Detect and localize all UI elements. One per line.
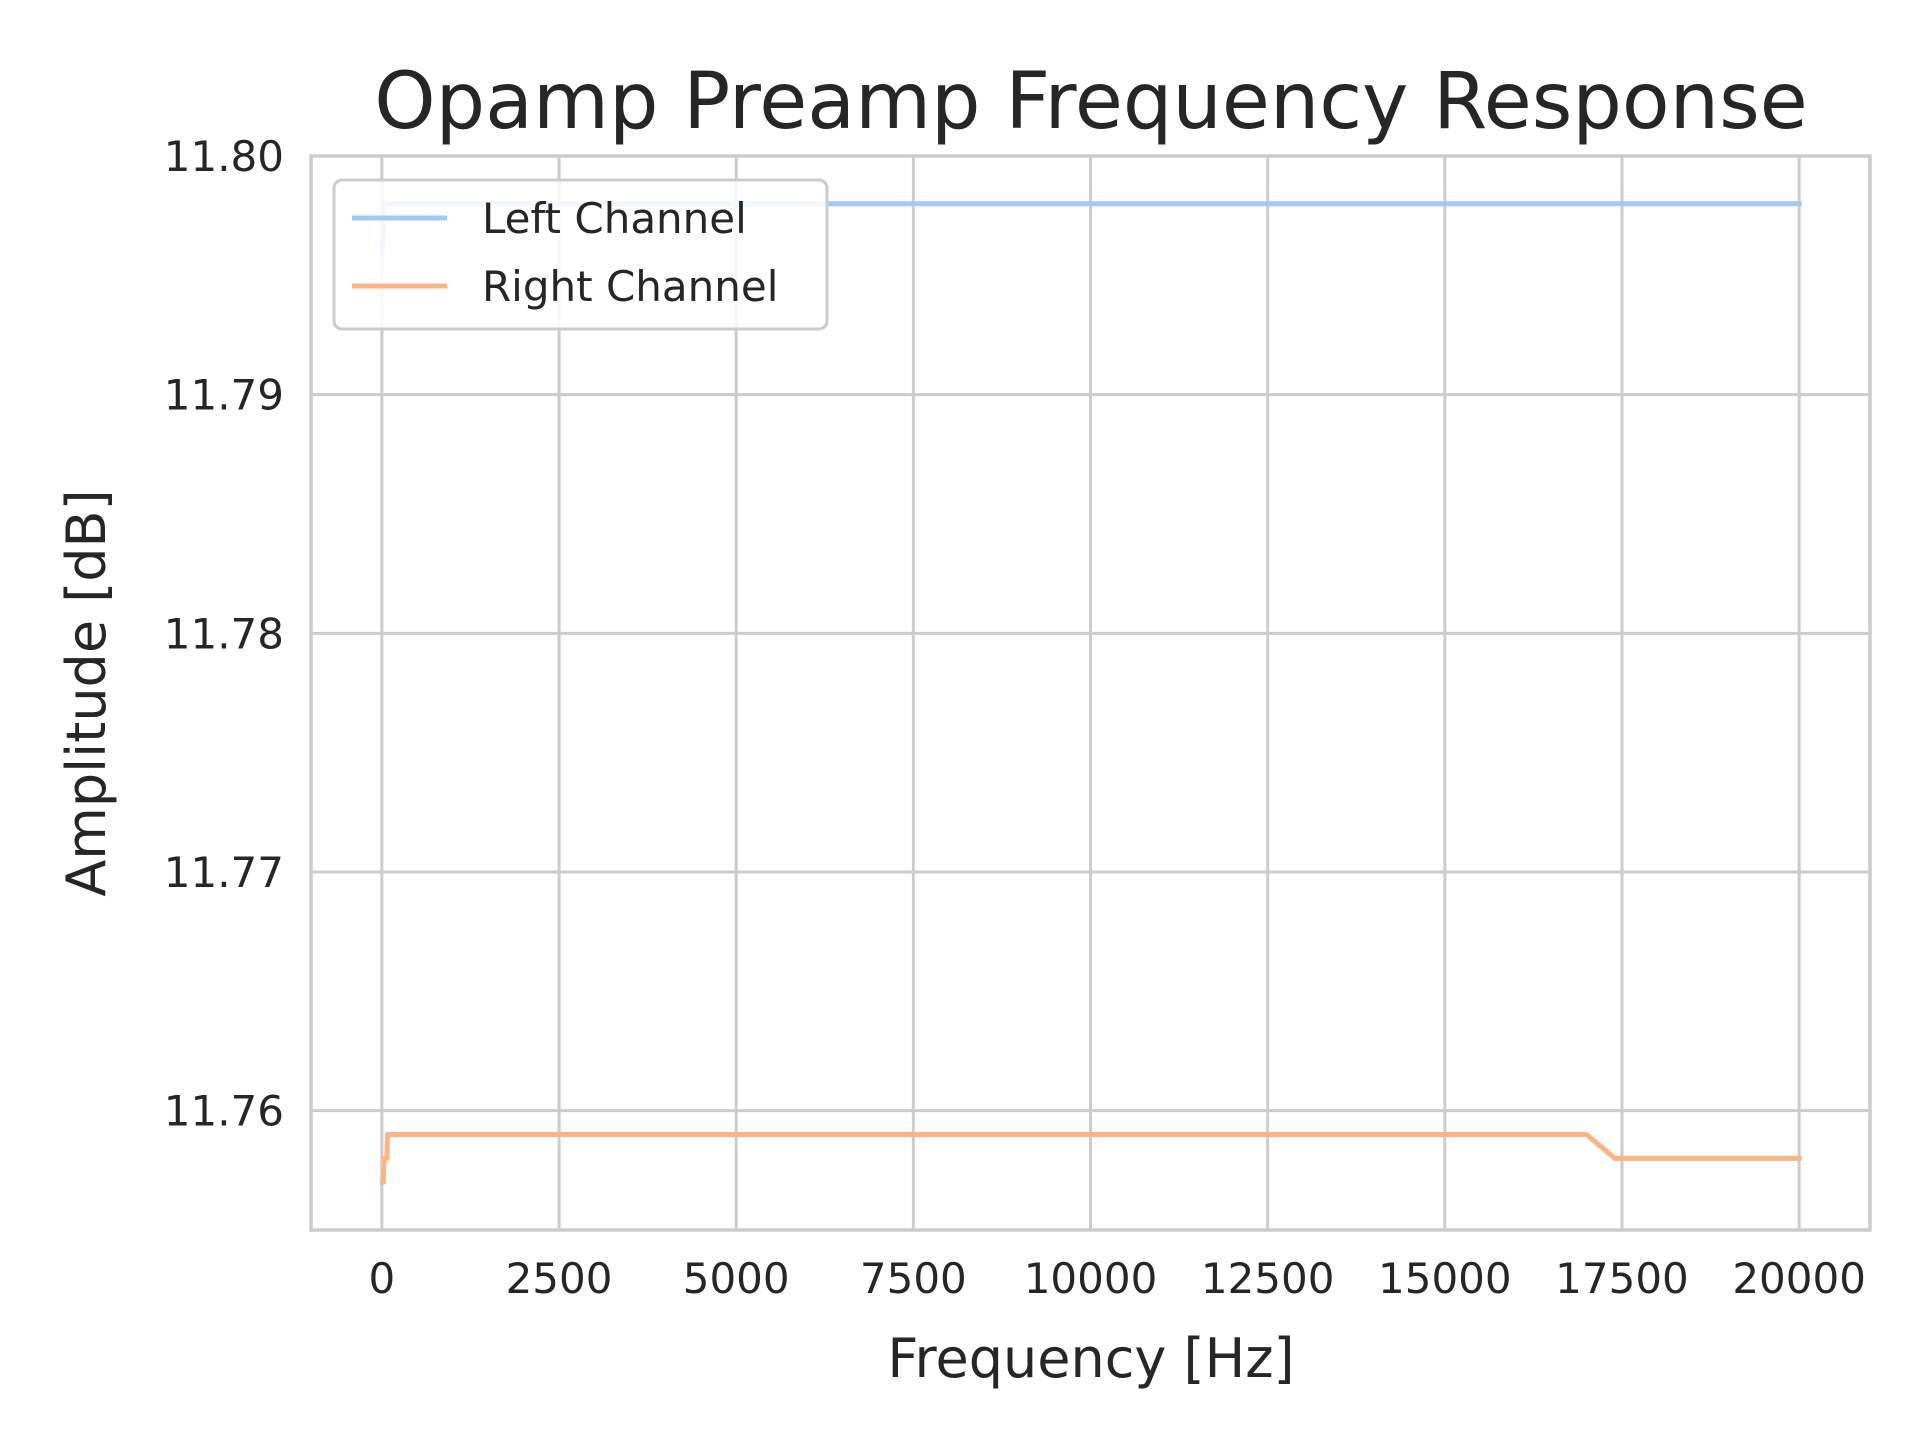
legend-label-right-channel: Right Channel — [482, 262, 778, 311]
chart-title: Opamp Preamp Frequency Response — [374, 57, 1807, 147]
x-axis-label: Frequency [Hz] — [887, 1327, 1294, 1390]
x-tick-label: 10000 — [1024, 1254, 1158, 1303]
legend-label-left-channel: Left Channel — [482, 194, 747, 243]
y-tick-label: 11.77 — [164, 848, 284, 897]
x-tick-label: 15000 — [1378, 1254, 1512, 1303]
y-axis-ticks: 11.76 11.77 11.78 11.79 11.80 — [164, 132, 284, 1136]
x-axis-ticks: 0 2500 5000 7500 10000 12500 15000 17500 20000 — [368, 1254, 1865, 1303]
series-line-right-channel — [380, 1132, 1802, 1185]
x-tick-label: 2500 — [506, 1254, 613, 1303]
legend-box — [332, 178, 829, 331]
y-tick-label: 11.76 — [164, 1087, 284, 1136]
x-tick-label: 5000 — [683, 1254, 790, 1303]
x-tick-label: 17500 — [1555, 1254, 1689, 1303]
y-tick-label: 11.78 — [164, 609, 284, 658]
y-tick-label: 11.79 — [164, 371, 284, 420]
y-axis-label: Amplitude [dB] — [55, 489, 118, 896]
legend: Left Channel Right Channel — [332, 178, 829, 331]
x-tick-label: 0 — [368, 1254, 395, 1303]
plot-frame — [309, 154, 1872, 1232]
y-tick-label: 11.80 — [164, 132, 284, 181]
x-tick-label: 20000 — [1732, 1254, 1866, 1303]
x-tick-label: 12500 — [1201, 1254, 1335, 1303]
x-tick-label: 7500 — [860, 1254, 967, 1303]
